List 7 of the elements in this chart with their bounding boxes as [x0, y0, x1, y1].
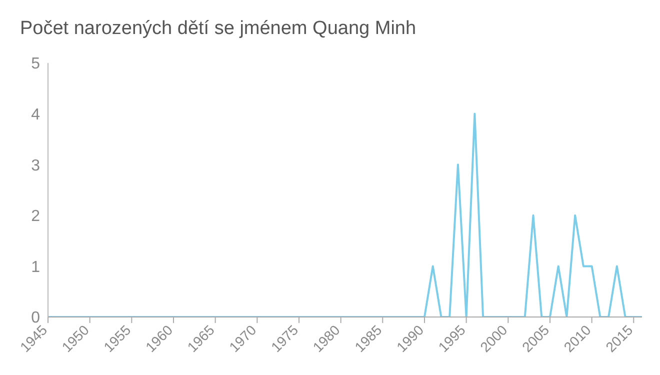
y-tick-label: 5	[31, 56, 40, 73]
y-tick-label: 4	[31, 106, 40, 124]
y-tick-label: 3	[31, 157, 40, 174]
y-tick-label: 1	[31, 258, 40, 276]
y-tick-label: 2	[31, 208, 40, 226]
chart-title: Počet narozených dětí se jménem Quang Minh	[20, 18, 416, 40]
y-tick-label: 0	[31, 310, 40, 327]
